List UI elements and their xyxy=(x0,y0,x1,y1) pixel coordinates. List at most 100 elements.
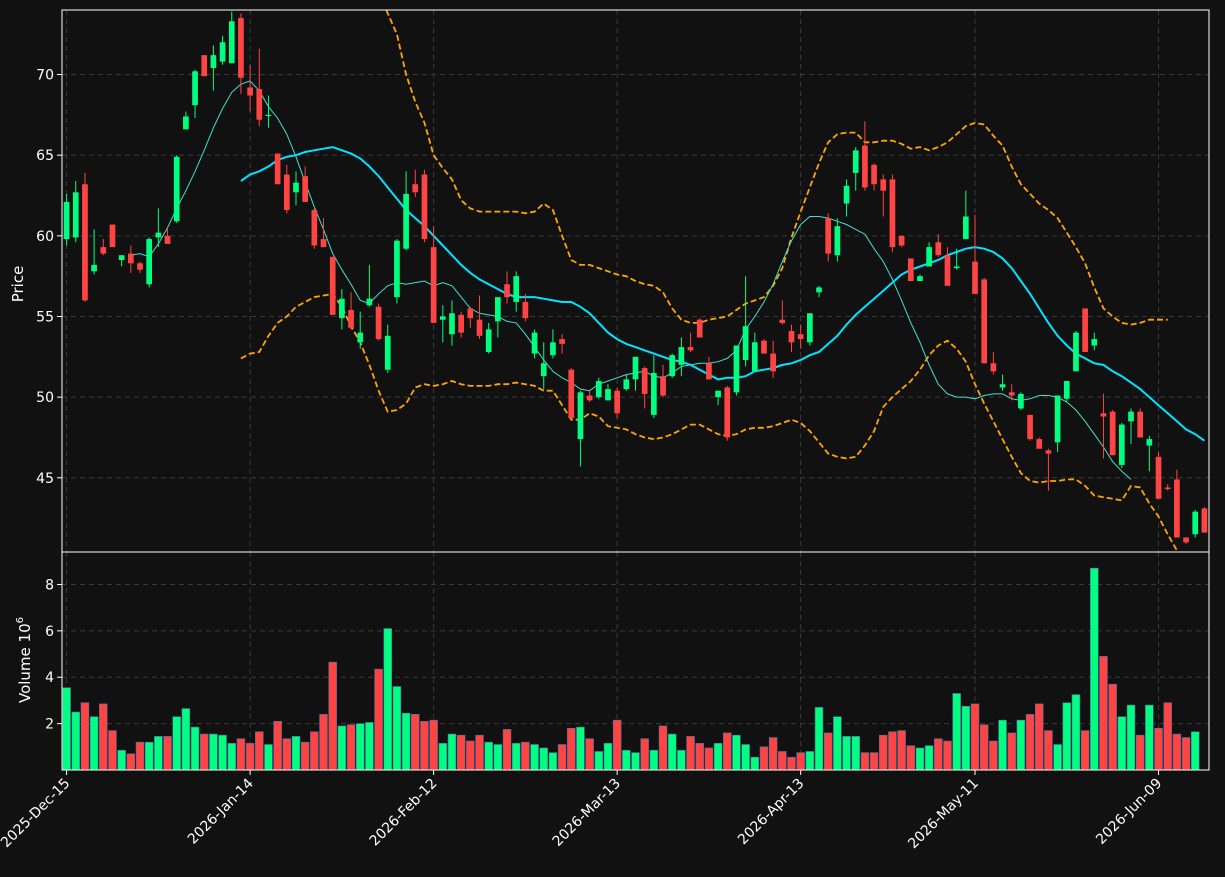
candle-body xyxy=(641,368,648,394)
candle-body xyxy=(944,255,951,286)
candle-body xyxy=(137,263,143,270)
volume-bar xyxy=(796,752,805,771)
candle-body xyxy=(733,345,740,393)
volume-bar xyxy=(199,733,209,771)
candle-body xyxy=(1091,339,1098,346)
volume-bar xyxy=(511,743,521,771)
price-tick-label: 70 xyxy=(36,68,54,84)
candle-body xyxy=(1100,413,1107,417)
volume-bar xyxy=(851,736,860,771)
volume-axis-exponent: 6 xyxy=(15,617,26,623)
volume-bar xyxy=(236,738,246,771)
volume-bar xyxy=(80,702,90,771)
candle-body xyxy=(384,335,391,370)
volume-bar xyxy=(1034,703,1044,771)
candle-body xyxy=(155,232,162,238)
volume-bar xyxy=(227,743,237,771)
candle-body xyxy=(889,179,896,248)
candle-body xyxy=(531,332,538,354)
candle-body xyxy=(522,301,529,319)
candle-body xyxy=(962,216,969,240)
volume-bar xyxy=(337,725,347,771)
price-tick-label: 60 xyxy=(36,229,54,245)
volume-bar xyxy=(1181,737,1191,771)
volume-bar xyxy=(291,736,301,771)
volume-bar xyxy=(273,720,282,771)
candle-body xyxy=(504,284,510,298)
volume-bar xyxy=(860,752,870,771)
candle-body xyxy=(1063,381,1070,399)
candle-body xyxy=(265,114,272,117)
volume-bar xyxy=(952,693,961,771)
volume-bar xyxy=(677,749,686,771)
candle-body xyxy=(1045,450,1052,454)
volume-bar xyxy=(585,738,594,771)
candle-body xyxy=(770,353,776,372)
volume-bar xyxy=(62,687,71,771)
volume-bar xyxy=(649,749,659,771)
candle-body xyxy=(843,185,850,204)
volume-bar xyxy=(1090,567,1099,771)
volume-bar xyxy=(897,730,906,771)
volume-axis-label: Volume 106 xyxy=(15,617,34,703)
volume-panel-frame xyxy=(61,551,1210,771)
candle-body xyxy=(495,297,501,322)
candle-body xyxy=(1192,511,1199,535)
volume-bar xyxy=(255,731,264,771)
volume-tick-label: 6 xyxy=(45,624,54,640)
volume-bar xyxy=(805,751,815,771)
candle-body xyxy=(63,201,70,240)
volume-bar xyxy=(420,720,429,771)
volume-bar xyxy=(906,745,916,771)
candle-body xyxy=(1082,308,1088,352)
volume-bar xyxy=(365,722,374,771)
candle-body xyxy=(540,363,547,377)
volume-bar xyxy=(704,747,714,771)
volume-bar xyxy=(1007,732,1016,771)
candle-body xyxy=(513,276,520,302)
volume-bar xyxy=(383,628,392,771)
candle-body xyxy=(706,363,712,380)
volume-bar xyxy=(943,740,952,771)
volume-bar xyxy=(594,751,604,771)
volume-bar xyxy=(1108,683,1117,771)
volume-bar xyxy=(1163,702,1172,771)
candle-body xyxy=(862,145,868,188)
volume-bar xyxy=(787,756,796,771)
volume-bar xyxy=(1062,702,1072,771)
bollinger-upper-line xyxy=(385,10,1168,326)
candle-body xyxy=(981,279,988,364)
candle-body xyxy=(439,316,446,320)
volume-tick-label: 4 xyxy=(45,670,54,686)
candle-body xyxy=(797,334,804,340)
volume-bar xyxy=(970,703,980,771)
volume-bar xyxy=(686,736,695,771)
price-tick-label: 65 xyxy=(36,148,54,164)
volume-bar xyxy=(557,744,567,771)
candle-body xyxy=(72,192,79,238)
candle-body xyxy=(696,319,703,338)
volume-bar xyxy=(1154,727,1163,771)
candle-body xyxy=(146,239,153,285)
volume-bar xyxy=(989,740,998,771)
volume-bar xyxy=(658,725,668,771)
volume-bar xyxy=(576,726,585,771)
volume-bar xyxy=(172,716,181,771)
candle-body xyxy=(751,342,758,372)
price-tick-label: 50 xyxy=(36,390,54,406)
volume-bar xyxy=(209,733,218,771)
candle-body xyxy=(1027,414,1033,440)
candle-body xyxy=(907,258,914,281)
volume-bar xyxy=(190,726,200,771)
candle-body xyxy=(412,184,419,193)
candle-body xyxy=(614,390,620,414)
candle-body xyxy=(293,182,299,193)
candle-body xyxy=(100,247,107,254)
candle-body xyxy=(834,226,841,256)
volume-bar xyxy=(612,719,622,771)
candle-body xyxy=(210,55,217,69)
candle-body xyxy=(118,255,125,261)
volume-bar xyxy=(603,743,613,771)
volume-bar xyxy=(493,744,503,771)
volume-bar xyxy=(723,732,732,771)
